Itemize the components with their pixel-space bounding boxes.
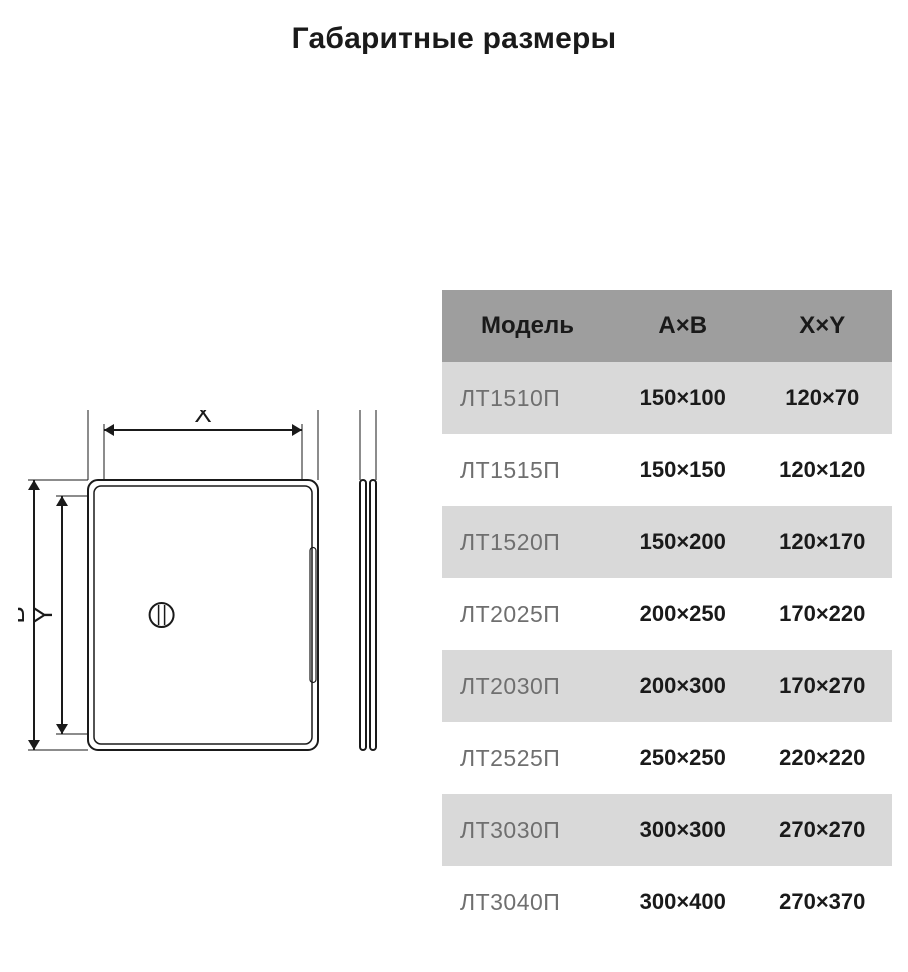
cell-ab: 150×100	[613, 362, 753, 434]
cell-ab: 150×200	[613, 506, 753, 578]
cell-ab: 300×400	[613, 866, 753, 938]
cell-ab: 300×300	[613, 794, 753, 866]
cell-xy: 120×170	[753, 506, 893, 578]
svg-text:Y: Y	[28, 606, 58, 623]
cell-xy: 270×370	[753, 866, 893, 938]
cell-ab: 250×250	[613, 722, 753, 794]
cell-ab: 200×250	[613, 578, 753, 650]
col-ab: A×B	[613, 290, 753, 362]
svg-text:X: X	[194, 410, 211, 428]
col-xy: X×Y	[753, 290, 893, 362]
table-header-row: Модель A×B X×Y	[442, 290, 892, 362]
table-row: ЛТ3040П300×400270×370	[442, 866, 892, 938]
table-row: ЛТ2025П200×250170×220	[442, 578, 892, 650]
cell-model: ЛТ2030П	[442, 650, 613, 722]
cell-ab: 150×150	[613, 434, 753, 506]
table-body: ЛТ1510П150×100120×70ЛТ1515П150×150120×12…	[442, 362, 892, 938]
dimensions-table-wrap: Модель A×B X×Y ЛТ1510П150×100120×70ЛТ151…	[442, 290, 892, 938]
cell-xy: 120×70	[753, 362, 893, 434]
cell-model: ЛТ1520П	[442, 506, 613, 578]
cell-model: ЛТ1510П	[442, 362, 613, 434]
table-row: ЛТ1515П150×150120×120	[442, 434, 892, 506]
cell-model: ЛТ2525П	[442, 722, 613, 794]
table-row: ЛТ1520П150×200120×170	[442, 506, 892, 578]
page: Габаритные размеры AX10,5BY Модель A×B X…	[0, 0, 908, 972]
dimensions-table: Модель A×B X×Y ЛТ1510П150×100120×70ЛТ151…	[442, 290, 892, 938]
cell-xy: 220×220	[753, 722, 893, 794]
cell-model: ЛТ1515П	[442, 434, 613, 506]
cell-ab: 200×300	[613, 650, 753, 722]
cell-xy: 270×270	[753, 794, 893, 866]
cell-xy: 170×270	[753, 650, 893, 722]
cell-xy: 120×120	[753, 434, 893, 506]
table-row: ЛТ3030П300×300270×270	[442, 794, 892, 866]
cell-model: ЛТ3030П	[442, 794, 613, 866]
diagram-svg: AX10,5BY	[18, 410, 418, 770]
dimension-diagram: AX10,5BY	[18, 410, 418, 770]
col-model: Модель	[442, 290, 613, 362]
table-row: ЛТ2030П200×300170×270	[442, 650, 892, 722]
cell-xy: 170×220	[753, 578, 893, 650]
cell-model: ЛТ3040П	[442, 866, 613, 938]
page-title: Габаритные размеры	[0, 22, 908, 56]
table-row: ЛТ2525П250×250220×220	[442, 722, 892, 794]
cell-model: ЛТ2025П	[442, 578, 613, 650]
table-row: ЛТ1510П150×100120×70	[442, 362, 892, 434]
